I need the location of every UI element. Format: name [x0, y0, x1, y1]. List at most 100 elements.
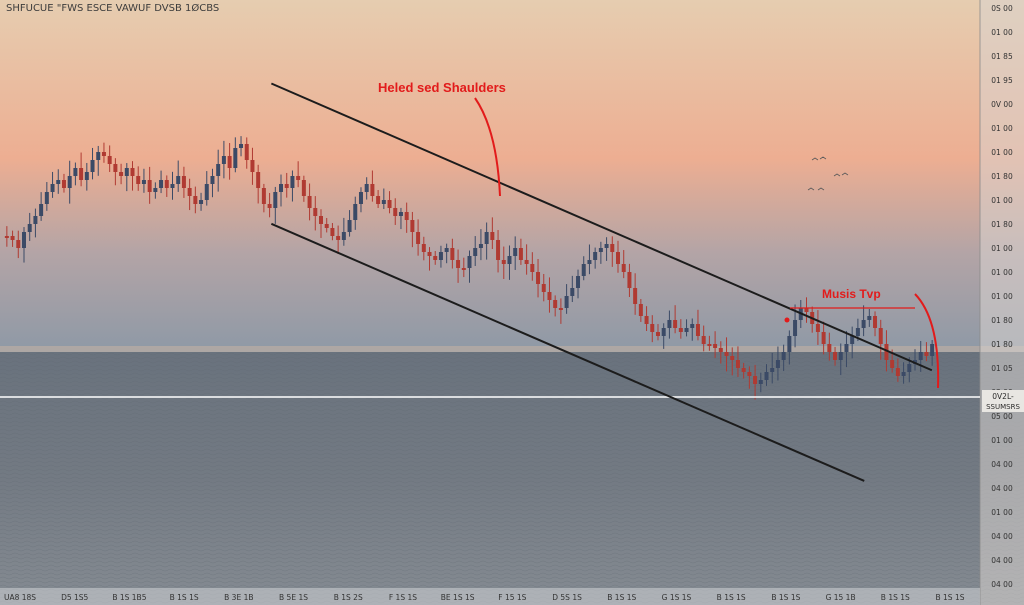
candle-body	[376, 196, 381, 204]
candle-body	[284, 184, 289, 188]
candle-body	[570, 288, 575, 296]
candle-body	[730, 356, 735, 360]
candle-body	[616, 252, 621, 264]
candle-body	[678, 328, 683, 332]
pattern-label: Heled sed Shaulders	[378, 80, 506, 95]
candle-body	[930, 344, 935, 356]
candle-body	[124, 168, 129, 176]
candle-body	[878, 328, 883, 344]
candle-body	[735, 360, 740, 368]
candle-body	[467, 256, 472, 268]
candle-body	[644, 316, 649, 324]
candle-body	[261, 188, 266, 204]
candle-body	[90, 160, 95, 172]
candle-body	[256, 172, 261, 188]
candle-body	[61, 180, 66, 188]
price-axis-label: 01 85	[991, 52, 1013, 61]
candle-body	[861, 320, 866, 328]
candle-body	[296, 176, 301, 180]
candle-body	[890, 360, 895, 368]
time-axis-label: F 15 1S	[498, 593, 526, 602]
candle-body	[290, 176, 295, 188]
candle-body	[16, 240, 21, 248]
candle-body	[695, 324, 700, 336]
candle-body	[187, 188, 192, 196]
top-marker-dot	[784, 317, 790, 323]
candle-body	[867, 316, 872, 320]
candle-body	[141, 180, 146, 184]
candle-body	[273, 192, 278, 208]
candle-body	[638, 304, 643, 316]
time-axis-labels: UA8 18S D5 1S5 B 1S 1B5 B 1S 1S B 3E 1B B 5E …	[4, 593, 965, 602]
chart-title: SHFUCUE "FWS ESCE VAWUF DVSB 1ØCBS	[6, 2, 219, 14]
candle-body	[433, 256, 438, 260]
candle-body	[324, 224, 329, 228]
candle-body	[336, 236, 341, 240]
candle-body	[341, 232, 346, 240]
candle-body	[667, 320, 672, 328]
candle-body	[450, 248, 455, 260]
candle-body	[170, 184, 175, 188]
candle-body	[507, 256, 512, 264]
time-axis-label: B 1S 1S	[936, 593, 965, 602]
candle-body	[838, 352, 843, 360]
candle-body	[461, 268, 466, 270]
candle-body	[267, 204, 272, 208]
upper-trendline	[270, 82, 933, 372]
time-axis-label: B 1S 1S	[717, 593, 746, 602]
pattern-arrow	[474, 97, 501, 197]
price-axis-label: 04 00	[991, 580, 1013, 589]
candle-body	[524, 260, 529, 264]
top-label: Musis Tvp	[822, 287, 881, 301]
candle-body	[398, 212, 403, 216]
candle-body	[473, 248, 478, 256]
candle-body	[421, 244, 426, 252]
candle-body	[770, 368, 775, 372]
price-axis-label: 01 05	[991, 364, 1013, 373]
candle-body	[307, 196, 312, 208]
candle-body	[456, 260, 461, 268]
candle-body	[833, 352, 838, 360]
candle-body	[804, 308, 809, 312]
candle-body	[233, 148, 238, 168]
candle-body	[227, 156, 232, 168]
candle-body	[701, 336, 706, 344]
candle-body	[815, 324, 820, 332]
candle-body	[918, 352, 923, 360]
candle-body	[587, 260, 592, 264]
price-axis-labels: 0S 00 01 00 01 85 01 95 0V 00 01 00 01 00 01 80…	[991, 4, 1013, 589]
time-axis-label: B 5E 1S	[279, 593, 308, 602]
candle-body	[621, 264, 626, 272]
candle-body	[553, 300, 558, 308]
candle-body	[741, 368, 746, 372]
candle-body	[633, 288, 638, 304]
candle-body	[193, 196, 198, 204]
price-axis-label: 01 00	[991, 292, 1013, 301]
candle-body	[604, 244, 609, 248]
price-axis-label: 0S 00	[991, 4, 1013, 13]
price-axis-label: 01 80	[991, 340, 1013, 349]
candle-body	[113, 164, 118, 172]
candle-body	[410, 220, 415, 232]
time-axis-label: B 1S 1B5	[112, 593, 146, 602]
candle-body	[176, 176, 181, 184]
candle-body	[358, 192, 363, 204]
price-axis-label: 01 00	[991, 436, 1013, 445]
candle-body	[370, 184, 375, 196]
time-axis-label: G 1S 1S	[662, 593, 692, 602]
candle-body	[4, 236, 9, 238]
candle-body	[530, 264, 535, 272]
candle-body	[724, 352, 729, 356]
candle-body	[56, 180, 61, 184]
candle-body	[416, 232, 421, 244]
candle-body	[907, 364, 912, 372]
candle-body	[684, 328, 689, 332]
price-axis-label: 01 00	[991, 244, 1013, 253]
candle-body	[661, 328, 666, 336]
candle-body	[924, 352, 929, 356]
candle-body	[564, 296, 569, 308]
candle-body	[347, 220, 352, 232]
candle-body	[153, 188, 158, 192]
price-axis-strip	[980, 0, 1024, 605]
